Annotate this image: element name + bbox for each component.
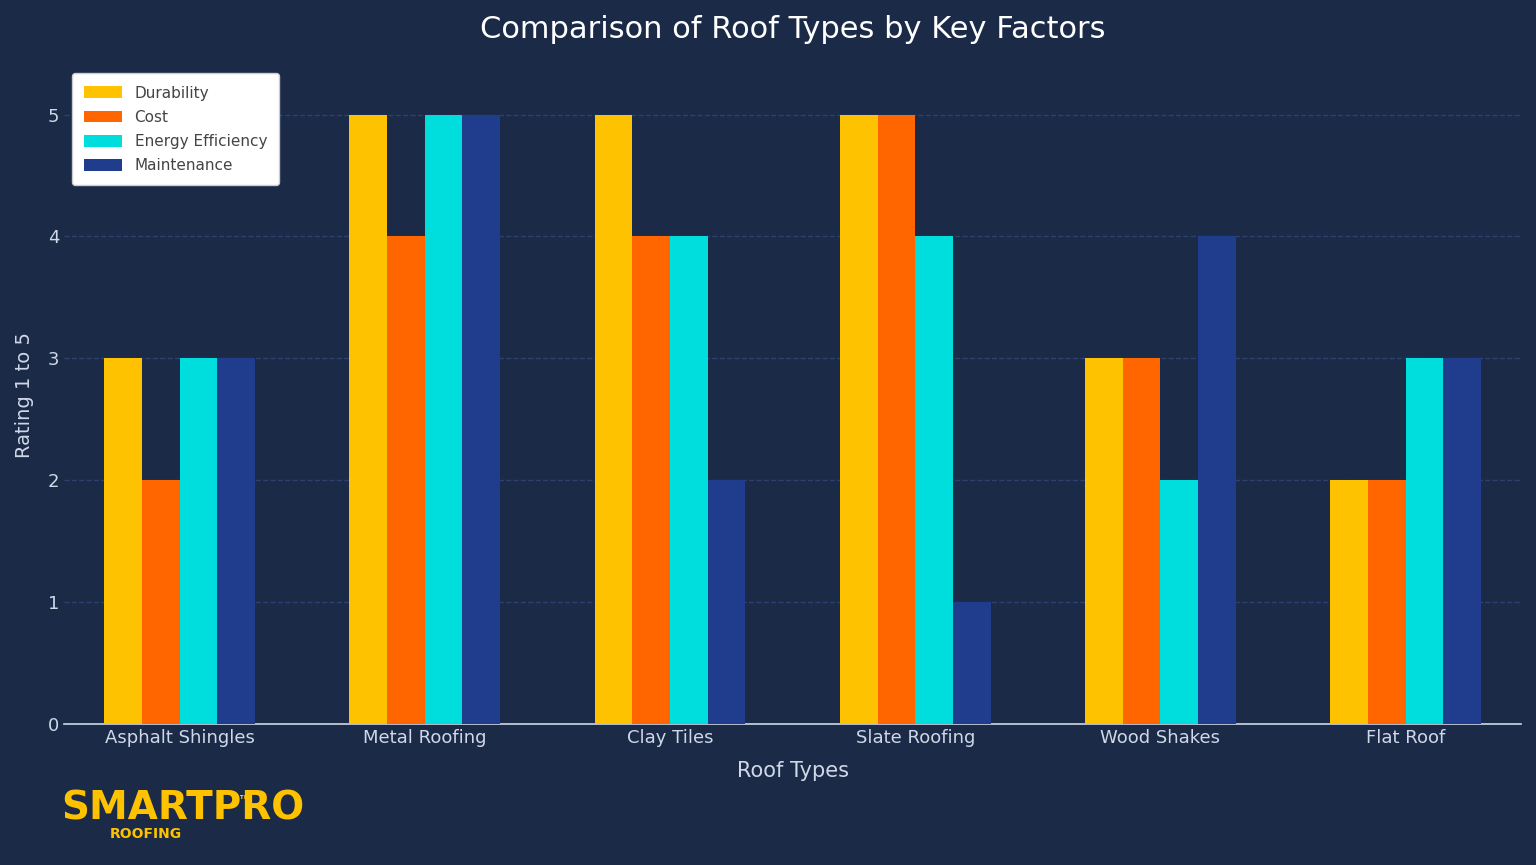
Bar (708, 480, 745, 724)
Bar (1330, 480, 1369, 724)
Y-axis label: Rating 1 to 5: Rating 1 to 5 (15, 332, 34, 458)
Bar (462, 114, 501, 724)
Bar (141, 480, 180, 724)
Bar (349, 114, 387, 724)
X-axis label: Roof Types: Roof Types (737, 761, 848, 781)
Bar (425, 114, 462, 724)
Bar (1369, 480, 1405, 724)
Bar (594, 114, 633, 724)
Bar (952, 602, 991, 724)
Bar (877, 114, 915, 724)
Bar (1444, 358, 1481, 724)
Bar (915, 236, 952, 724)
Text: ™: ™ (238, 793, 252, 807)
Legend: Durability, Cost, Energy Efficiency, Maintenance: Durability, Cost, Energy Efficiency, Mai… (72, 74, 280, 185)
Bar (217, 358, 255, 724)
Title: Comparison of Roof Types by Key Factors: Comparison of Roof Types by Key Factors (479, 15, 1106, 44)
Bar (1161, 480, 1198, 724)
Bar (1198, 236, 1236, 724)
Bar (840, 114, 877, 724)
Bar (1405, 358, 1444, 724)
Bar (104, 358, 141, 724)
Bar (180, 358, 217, 724)
Bar (670, 236, 708, 724)
Text: ROOFING: ROOFING (111, 827, 181, 841)
Text: SMARTPRO: SMARTPRO (61, 790, 304, 828)
Bar (1084, 358, 1123, 724)
Bar (1123, 358, 1161, 724)
Bar (633, 236, 670, 724)
Bar (387, 236, 425, 724)
